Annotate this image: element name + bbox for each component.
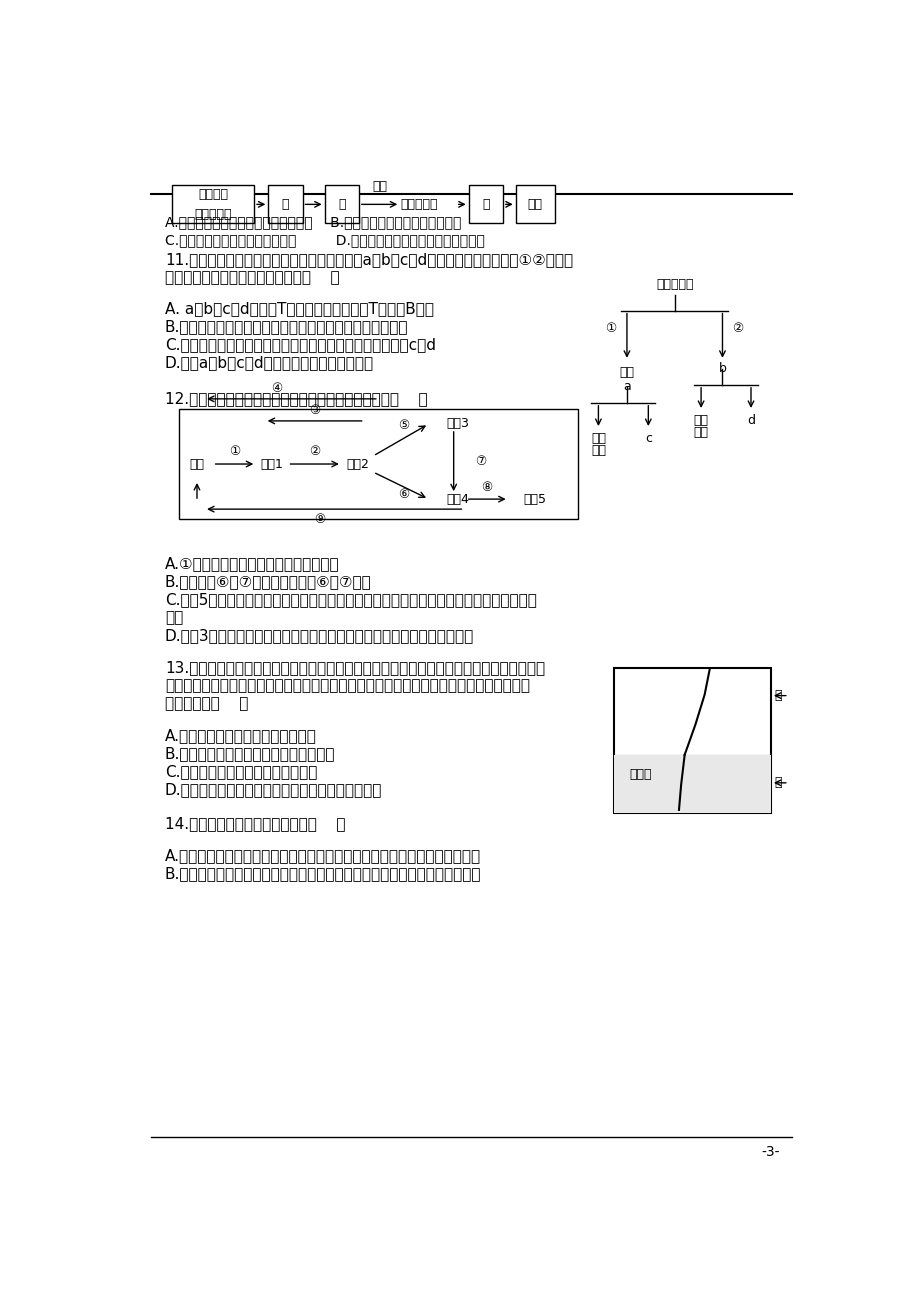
Text: 造血干细胞: 造血干细胞 bbox=[655, 279, 693, 292]
Text: ⑤: ⑤ bbox=[398, 419, 409, 432]
Text: B.根的背光生长是由于生长素分布不均匀: B.根的背光生长是由于生长素分布不均匀 bbox=[165, 746, 335, 762]
Text: ⑧: ⑧ bbox=[481, 480, 493, 493]
Text: 述正确的是（    ）: 述正确的是（ ） bbox=[165, 697, 248, 711]
Text: 关过程），下列有关叙述正确的是（    ）: 关过程），下列有关叙述正确的是（ ） bbox=[165, 270, 339, 285]
Text: 细胞外液: 细胞外液 bbox=[198, 187, 228, 201]
Text: 丙: 丙 bbox=[482, 198, 489, 211]
Text: D.该植物根生长方向上受重力的影响比受光的影响大: D.该植物根生长方向上受重力的影响比受光的影响大 bbox=[165, 783, 382, 797]
Text: 甲: 甲 bbox=[281, 198, 289, 211]
Text: ②: ② bbox=[732, 322, 743, 335]
Text: 乙: 乙 bbox=[337, 198, 346, 211]
Text: 细胞3: 细胞3 bbox=[446, 418, 469, 431]
Text: A.①所在的阶段中，没有吞噬细胞的参与: A.①所在的阶段中，没有吞噬细胞的参与 bbox=[165, 556, 339, 570]
Text: 13.某同学为研究光对植物根生长的影响，做了如下实验：把一株植物培养在装有营养液的透: 13.某同学为研究光对植物根生长的影响，做了如下实验：把一株植物培养在装有营养液… bbox=[165, 660, 544, 674]
Text: C.物赘5为抗体，其合成和分泌的有关结构包括：细胞膜、核糖体、内质网、高尔基体、线: C.物赘5为抗体，其合成和分泌的有关结构包括：细胞膜、核糖体、内质网、高尔基体、… bbox=[165, 592, 536, 607]
Text: 胸腺: 胸腺 bbox=[618, 366, 634, 379]
Text: a: a bbox=[622, 380, 630, 393]
Text: 12.下图代表人体体液免疫的过程。相关叙述正确的是（    ）: 12.下图代表人体体液免疫的过程。相关叙述正确的是（ ） bbox=[165, 392, 427, 406]
Text: 14.植物茎向光生长的主要原理是（    ）: 14.植物茎向光生长的主要原理是（ ） bbox=[165, 816, 345, 832]
Text: 11.如图表示淡巴细胞的起源和分化过程（其中a、b、c、d表示不同种类的细胞，①②表示有: 11.如图表示淡巴细胞的起源和分化过程（其中a、b、c、d表示不同种类的细胞，①… bbox=[165, 253, 573, 267]
Text: ②: ② bbox=[309, 445, 320, 458]
Text: 抗原: 抗原 bbox=[189, 457, 204, 470]
Bar bbox=[614, 668, 770, 812]
Text: A.根的背光生长与营养液的成分有关: A.根的背光生长与营养液的成分有关 bbox=[165, 728, 316, 743]
Text: ①: ① bbox=[605, 322, 617, 335]
Text: 细胞2: 细胞2 bbox=[346, 457, 369, 470]
Text: 释放: 释放 bbox=[371, 180, 387, 193]
Text: b: b bbox=[718, 362, 726, 375]
Bar bbox=[268, 185, 302, 224]
Text: 光: 光 bbox=[774, 689, 781, 702]
Text: 记忆: 记忆 bbox=[693, 414, 708, 427]
Text: C.当再次受到相同抗原刺激时，记忆细胞能迅速增殖分化成c或d: C.当再次受到相同抗原刺激时，记忆细胞能迅速增殖分化成c或d bbox=[165, 337, 436, 353]
Text: B.造血干细胞存在于骨髓，自身不能通过有丝分裂进行增殖: B.造血干细胞存在于骨髓，自身不能通过有丝分裂进行增殖 bbox=[165, 319, 408, 335]
Text: ③: ③ bbox=[309, 405, 320, 418]
Text: B.单侧光使茎背光一侧生长素分布较少，促进了该侧细胞的分裂，使其生长快: B.单侧光使茎背光一侧生长素分布较少，促进了该侧细胞的分裂，使其生长快 bbox=[165, 867, 481, 881]
Text: ⑥: ⑥ bbox=[398, 487, 409, 500]
Text: ⑨: ⑨ bbox=[314, 513, 325, 526]
Text: 渗透压升高: 渗透压升高 bbox=[194, 208, 232, 221]
Text: A. a、b、c、d分别是T细胞、浆细胞、效应T细胞、B细胞: A. a、b、c、d分别是T细胞、浆细胞、效应T细胞、B细胞 bbox=[165, 301, 434, 316]
Text: B.免疫过程⑥比⑦要慢，免疫效应⑥比⑦要强: B.免疫过程⑥比⑦要慢，免疫效应⑥比⑦要强 bbox=[165, 574, 371, 589]
Text: ①: ① bbox=[229, 445, 240, 458]
Bar bbox=[172, 185, 254, 224]
Text: D.细胠3可以直接与被抗原入侵的宿主细胞密切接触，使这些细胞裂解死亡: D.细胠3可以直接与被抗原入侵的宿主细胞密切接触，使这些细胞裂解死亡 bbox=[165, 628, 473, 643]
Text: 光: 光 bbox=[774, 776, 781, 789]
Text: ④: ④ bbox=[271, 383, 282, 396]
Text: c: c bbox=[644, 432, 652, 445]
Text: ⑦: ⑦ bbox=[474, 454, 486, 467]
Bar bbox=[468, 185, 503, 224]
Text: C.抗利尿激素在结构甲细胞中合成         D.结构丙对水的重吸收减少，尿量减少: C.抗利尿激素在结构甲细胞中合成 D.结构丙对水的重吸收减少，尿量减少 bbox=[165, 233, 484, 247]
Text: 细胞: 细胞 bbox=[590, 444, 606, 457]
Text: 细胞1: 细胞1 bbox=[260, 457, 283, 470]
Text: 记忆: 记忆 bbox=[590, 432, 606, 445]
Text: 培养液: 培养液 bbox=[630, 768, 652, 781]
Bar bbox=[324, 185, 358, 224]
Text: 粒体: 粒体 bbox=[165, 609, 183, 625]
Text: 尿量: 尿量 bbox=[528, 198, 542, 211]
Text: d: d bbox=[746, 414, 754, 427]
Bar bbox=[614, 755, 770, 812]
Text: -3-: -3- bbox=[761, 1144, 779, 1159]
Bar bbox=[516, 185, 554, 224]
Text: 细胞: 细胞 bbox=[693, 427, 708, 440]
Bar bbox=[179, 409, 578, 519]
Text: D.细胠a、b、c、d都能对抗原进行特异性识别: D.细胠a、b、c、d都能对抗原进行特异性识别 bbox=[165, 355, 374, 370]
Text: A.单侧光使茎背光一侧生长素分布较多，促进了该侧细胞的分裂，使其生长快: A.单侧光使茎背光一侧生长素分布较多，促进了该侧细胞的分裂，使其生长快 bbox=[165, 849, 481, 863]
Text: C.根的向光侧生长素分布比背光侧多: C.根的向光侧生长素分布比背光侧多 bbox=[165, 764, 317, 780]
Text: 明容器中，给予单测光刺激，一段时间后，该植物生长状况如图所示。下列关于该实验的表: 明容器中，给予单测光刺激，一段时间后，该植物生长状况如图所示。下列关于该实验的表 bbox=[165, 678, 529, 693]
Text: A.食物过和会导致细胞外液渗透压升高    B.结构甲、乙分别是下丘脑和垂体: A.食物过和会导致细胞外液渗透压升高 B.结构甲、乙分别是下丘脑和垂体 bbox=[165, 215, 460, 229]
Text: 抗利尿激素: 抗利尿激素 bbox=[400, 198, 437, 211]
Text: 物质5: 物质5 bbox=[523, 492, 546, 505]
Text: 细胞4: 细胞4 bbox=[446, 492, 469, 505]
